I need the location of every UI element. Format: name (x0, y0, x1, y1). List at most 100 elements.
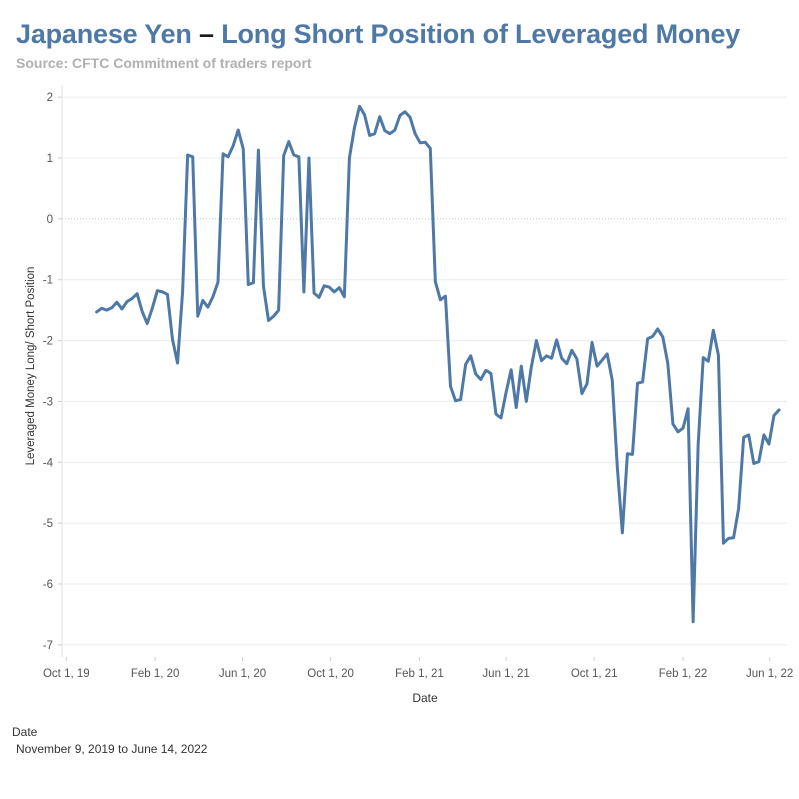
series-line[interactable] (95, 104, 781, 624)
data-point[interactable]: -1.46 (109, 305, 115, 311)
data-point[interactable]: -3.55 (746, 432, 752, 438)
data-point[interactable]: -4.08 (614, 464, 620, 470)
data-point[interactable]: -1.12 (326, 284, 332, 290)
data-point[interactable]: -5.16 (619, 530, 625, 536)
data-point[interactable]: -3.27 (498, 415, 504, 421)
data-point[interactable]: -1.28 (210, 294, 216, 300)
data-point[interactable]: -3.86 (624, 451, 630, 457)
data-point[interactable]: -6.62 (690, 619, 696, 625)
data-point[interactable]: -2.64 (478, 377, 484, 383)
data-point[interactable]: -2.38 (665, 361, 671, 367)
data-point[interactable]: -1.36 (124, 299, 130, 305)
data-point[interactable]: -2.43 (528, 364, 534, 370)
data-point[interactable]: -4.76 (736, 506, 742, 512)
data-point[interactable]: -2.16 (569, 347, 575, 353)
data-point[interactable]: -2.33 (538, 358, 544, 364)
data-point[interactable]: -2.71 (584, 381, 590, 387)
data-point[interactable]: 1.2 (230, 143, 236, 149)
data-point[interactable]: -1.29 (316, 294, 322, 300)
data-point[interactable]: -5.33 (720, 540, 726, 546)
data-point[interactable]: -1.23 (134, 291, 140, 297)
data-point[interactable]: -3.44 (680, 425, 686, 431)
data-point[interactable]: -2.42 (594, 363, 600, 369)
data-point[interactable]: -1.6 (271, 313, 277, 319)
data-point[interactable]: 1.02 (190, 154, 196, 160)
data-point[interactable]: 1.46 (392, 127, 398, 133)
data-point[interactable]: -2.39 (463, 361, 469, 367)
data-point[interactable]: -1.47 (149, 305, 155, 311)
data-point[interactable]: -2.3 (574, 356, 580, 362)
data-point[interactable]: 1.46 (235, 127, 241, 133)
data-point[interactable]: -3.12 (685, 406, 691, 412)
data-point[interactable]: -2.37 (175, 360, 181, 366)
data-point[interactable]: -3.99 (756, 459, 762, 465)
data-point[interactable]: -2.54 (488, 370, 494, 376)
data-point[interactable]: -3.55 (761, 432, 767, 438)
date-filter-value[interactable]: November 9, 2019 to June 14, 2022 (16, 742, 208, 756)
data-point[interactable]: -2.75 (448, 383, 454, 389)
data-point[interactable]: -3.1 (513, 405, 519, 411)
data-point[interactable]: -3.5 (675, 429, 681, 435)
data-point[interactable]: -1.5 (276, 307, 282, 313)
data-point[interactable]: -1.6 (195, 313, 201, 319)
data-point[interactable]: -1.2 (301, 289, 307, 295)
data-point[interactable]: -2.32 (599, 357, 605, 363)
data-point[interactable]: -3 (523, 398, 529, 404)
data-point[interactable]: 1.68 (377, 114, 383, 120)
data-point[interactable]: -1.33 (437, 297, 443, 303)
data-point[interactable]: -1.83 (710, 327, 716, 333)
data-point[interactable]: 1.5 (351, 125, 357, 131)
data-point[interactable]: 1.27 (286, 139, 292, 145)
data-point[interactable]: -1.24 (164, 291, 170, 297)
data-point[interactable]: -3.14 (776, 407, 782, 413)
data-point[interactable]: -1.53 (94, 309, 100, 315)
data-point[interactable]: -2.85 (503, 389, 509, 395)
data-point[interactable]: -1.45 (205, 304, 211, 310)
data-point[interactable]: 1.25 (417, 140, 423, 146)
data-point[interactable]: -1.37 (114, 299, 120, 305)
data-point[interactable]: -2.65 (609, 377, 615, 383)
data-point[interactable]: -1.52 (139, 308, 145, 314)
data-point[interactable]: -1.05 (250, 280, 256, 286)
data-point[interactable]: -3.87 (629, 451, 635, 457)
data-point[interactable]: -2.55 (473, 371, 479, 377)
data-point[interactable]: -1.98 (169, 336, 175, 342)
data-point[interactable]: 1.76 (402, 109, 408, 115)
data-point[interactable]: -1.13 (336, 285, 342, 291)
data-point[interactable]: -2 (533, 338, 539, 344)
data-point[interactable]: -3.21 (493, 411, 499, 417)
data-point[interactable]: 1.07 (220, 151, 226, 157)
data-point[interactable]: -2.49 (483, 367, 489, 373)
data-point[interactable]: 1.26 (422, 139, 428, 145)
data-point[interactable]: -2.87 (579, 391, 585, 397)
data-point[interactable]: 1.02 (296, 154, 302, 160)
data-point[interactable]: -1.22 (311, 290, 317, 296)
data-point[interactable]: -1.18 (154, 288, 160, 294)
data-point[interactable]: 1.7 (397, 112, 403, 118)
data-point[interactable]: -3.7 (766, 441, 772, 447)
data-point[interactable]: 1 (346, 155, 352, 161)
data-point[interactable]: 1.85 (357, 103, 363, 109)
data-point[interactable]: -1.31 (129, 296, 135, 302)
data-point[interactable]: -1.11 (260, 283, 266, 289)
data-point[interactable]: -1.93 (650, 333, 656, 339)
data-point[interactable]: 1.16 (427, 145, 433, 151)
data-point[interactable]: 1.45 (382, 128, 388, 134)
data-point[interactable]: -2.22 (604, 351, 610, 357)
data-point[interactable]: -5.24 (731, 535, 737, 541)
data-point[interactable]: 1.02 (225, 154, 231, 160)
data-point[interactable]: -1.03 (432, 279, 438, 285)
data-point[interactable]: -1.1 (321, 283, 327, 289)
data-point[interactable]: -1.27 (442, 293, 448, 299)
data-point[interactable]: -2.99 (453, 398, 459, 404)
data-point[interactable]: -2.25 (468, 353, 474, 359)
data-point[interactable]: -3.7 (695, 441, 701, 447)
data-point[interactable]: 1.13 (255, 147, 261, 153)
data-point[interactable]: -1.67 (266, 317, 272, 323)
data-point[interactable]: -1.34 (200, 297, 206, 303)
data-point[interactable]: 1 (306, 155, 312, 161)
data-point[interactable]: -2.03 (589, 339, 595, 345)
data-point[interactable]: 1.04 (281, 153, 287, 159)
data-point[interactable]: -2.7 (635, 380, 641, 386)
data-point[interactable]: -2.68 (640, 379, 646, 385)
